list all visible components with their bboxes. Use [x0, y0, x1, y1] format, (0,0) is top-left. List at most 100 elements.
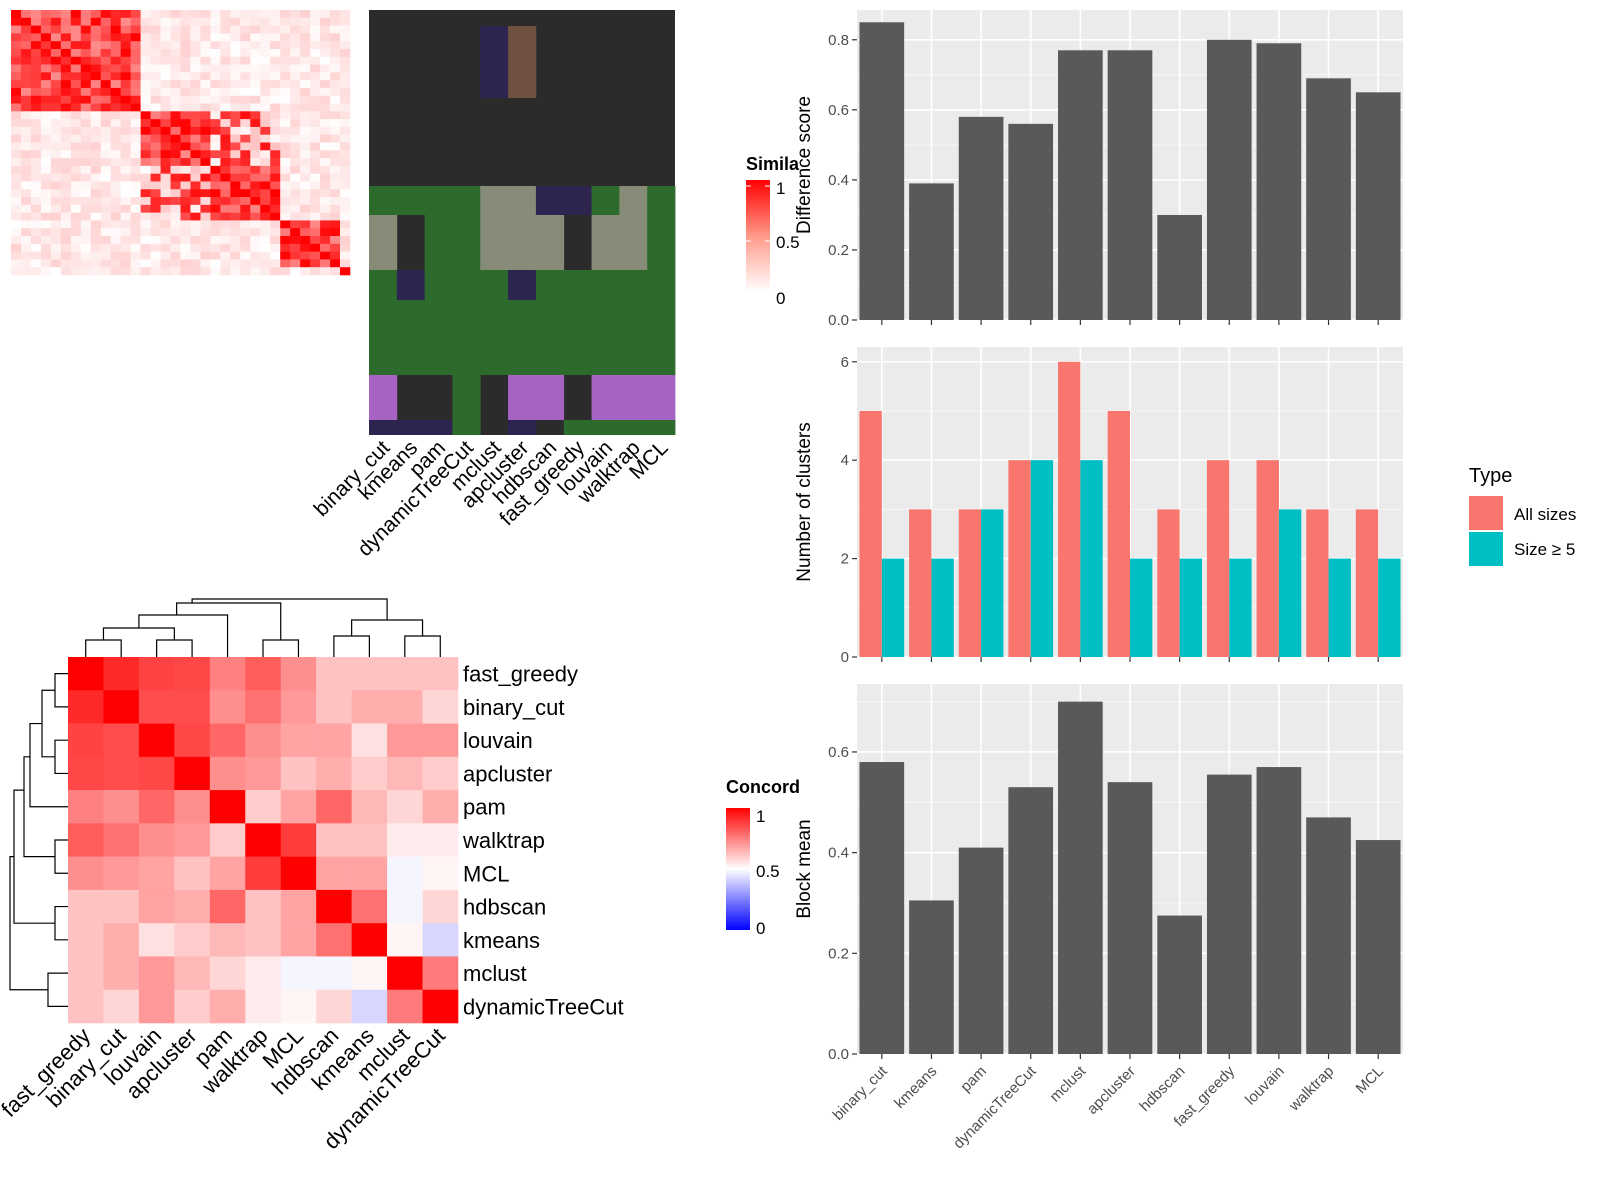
similarity-cell — [100, 212, 112, 221]
concordance-cell — [422, 790, 459, 824]
similarity-cell — [300, 158, 311, 167]
similarity-cell — [90, 204, 102, 213]
legend-label-all-sizes: All sizes — [1514, 505, 1576, 524]
similarity-cell — [90, 64, 102, 73]
similarity-cell — [170, 181, 181, 190]
similarity-cell — [250, 259, 261, 268]
similarity-cell — [70, 95, 82, 104]
similarity-cell — [80, 197, 92, 206]
similarity-cell — [340, 56, 351, 65]
similarity-cell — [270, 64, 281, 73]
similarity-cell — [310, 95, 321, 104]
concordance-cell — [138, 790, 175, 824]
similarity-cell — [60, 134, 72, 143]
x-tick-label: MCL — [1353, 1063, 1387, 1097]
similarity-cell — [140, 220, 151, 229]
similarity-cell — [190, 204, 201, 213]
similarity-cell — [320, 150, 331, 159]
similarity-cell — [270, 119, 281, 128]
similarity-cell — [80, 126, 92, 135]
similarity-cell — [70, 126, 82, 135]
similarity-cell — [90, 80, 102, 89]
bar-size5 — [931, 558, 954, 657]
similarity-cell — [310, 64, 321, 73]
track-segment — [647, 186, 676, 375]
similarity-cell — [70, 33, 82, 42]
similarity-cell — [100, 181, 112, 190]
bar — [1008, 787, 1054, 1054]
similarity-cell — [210, 119, 221, 128]
similarity-cell — [180, 80, 191, 89]
similarity-cell — [280, 25, 291, 34]
similarity-cell — [100, 33, 112, 42]
similarity-cell — [40, 33, 52, 42]
similarity-cell — [30, 17, 42, 26]
concordance-cell — [245, 889, 282, 924]
similarity-cell — [30, 228, 42, 237]
track-segment — [452, 375, 481, 435]
similarity-cell — [230, 80, 241, 89]
similarity-cell — [190, 181, 201, 190]
concordance-cell — [209, 756, 246, 791]
similarity-cell — [130, 142, 141, 151]
similarity-cell — [70, 87, 82, 97]
similarity-cell — [150, 243, 161, 252]
similarity-cell — [60, 189, 72, 198]
similarity-cell — [250, 33, 261, 42]
concordance-cell — [68, 690, 104, 724]
similarity-cell — [40, 189, 52, 198]
concordance-cell — [138, 823, 175, 857]
similarity-cell — [310, 103, 321, 112]
concordance-heatmap — [68, 657, 459, 1024]
similarity-cell — [20, 126, 32, 135]
similarity-cell — [90, 25, 102, 34]
similarity-cell — [200, 17, 211, 26]
similarity-cell — [30, 87, 42, 97]
similarity-cell — [11, 95, 22, 104]
similarity-cell — [50, 251, 62, 260]
similarity-cell — [270, 150, 281, 159]
similarity-cell — [240, 228, 251, 237]
similarity-cell — [170, 150, 181, 159]
similarity-cell — [140, 173, 151, 182]
similarity-cell — [50, 204, 62, 213]
similarity-cell — [180, 95, 191, 104]
similarity-cell — [150, 25, 161, 34]
similarity-cell — [30, 259, 42, 268]
similarity-cell — [40, 119, 52, 128]
similarity-cell — [240, 267, 251, 276]
similarity-cell — [100, 111, 112, 120]
track-segment — [452, 186, 481, 375]
similarity-cell — [30, 204, 42, 213]
bar — [958, 847, 1004, 1054]
similarity-cell — [190, 111, 201, 120]
similarity-cell — [110, 48, 121, 58]
similarity-cell — [340, 142, 351, 151]
dendrogram-branch — [54, 673, 68, 708]
similarity-cell — [50, 197, 62, 206]
similarity-cell — [160, 72, 171, 81]
similarity-cell — [11, 181, 22, 190]
concordance-cell — [209, 790, 246, 824]
similarity-cell — [320, 236, 331, 245]
similarity-cell — [20, 173, 32, 182]
similarity-cell — [130, 251, 141, 260]
similarity-cell — [110, 165, 121, 174]
similarity-cell — [150, 56, 161, 65]
bar — [859, 762, 905, 1054]
track-segment — [480, 300, 509, 375]
similarity-cell — [330, 87, 341, 97]
concordance-cell — [174, 657, 211, 691]
similarity-cell — [320, 259, 331, 268]
similarity-cell — [180, 126, 191, 135]
similarity-cell — [320, 197, 331, 206]
similarity-cell — [200, 72, 211, 81]
bar — [1058, 50, 1103, 320]
similarity-cell — [260, 72, 271, 81]
similarity-cell — [90, 33, 102, 42]
similarity-cell — [180, 228, 191, 237]
similarity-cell — [280, 72, 291, 81]
similarity-cell — [250, 56, 261, 65]
dendrogram-branch — [262, 639, 300, 657]
bar — [1256, 767, 1302, 1054]
